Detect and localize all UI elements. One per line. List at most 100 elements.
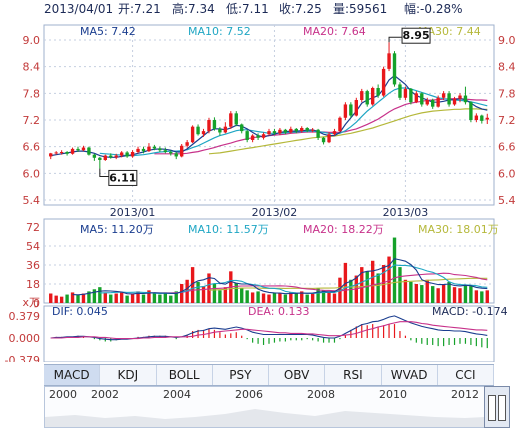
candle (147, 143, 151, 152)
candle (360, 88, 364, 103)
volume-ma20-line (154, 272, 488, 294)
low-marker-box (108, 169, 138, 186)
candle (376, 84, 380, 98)
low-marker-label: 6.11 (109, 171, 136, 184)
candle (223, 122, 228, 134)
macd-y-tick: 0.379 (9, 310, 41, 323)
range-grip-right[interactable] (498, 395, 506, 421)
candle (212, 117, 217, 131)
candle (179, 144, 184, 158)
price-y-tick-left: 8.4 (23, 61, 41, 74)
price-y-tick-right: 9.0 (498, 34, 516, 47)
macd-y-tick: 0.000 (9, 332, 41, 345)
candle (332, 128, 337, 136)
volume-bar (387, 256, 391, 303)
volume-ma5-line (72, 258, 488, 296)
volume-bar (261, 293, 266, 303)
candle (49, 152, 53, 160)
volume-bar (163, 292, 168, 303)
volume-bar (452, 287, 457, 303)
volume-bar (240, 288, 244, 303)
candle (141, 146, 146, 154)
tab-macd[interactable]: MACD (44, 365, 101, 385)
candle (59, 150, 64, 155)
timeline-year-2008: 2008 (307, 388, 335, 401)
indicator-tabs: MACD KDJ BOLL PSY OBV RSI WVAD CCI (44, 364, 494, 386)
candle (447, 91, 451, 107)
volume-bar (256, 291, 260, 303)
volume-bar (190, 267, 195, 303)
candle (392, 51, 397, 87)
candle (250, 134, 255, 143)
volume-bar (152, 293, 157, 303)
volume-bar (305, 294, 309, 303)
high-marker-box (401, 27, 431, 44)
chart-canvas: 2013/04/01 开:7.21 高:7.34 低:7.11 收:7.25 量… (5, 1, 516, 367)
candle (463, 86, 468, 105)
volume-bar (234, 282, 238, 303)
header-change: 幅:-0.28% (404, 1, 463, 16)
tab-wvad[interactable]: WVAD (382, 365, 438, 385)
timeline-range-handle[interactable] (484, 386, 510, 428)
volume-bar (103, 292, 107, 303)
tab-cci[interactable]: CCI (438, 365, 494, 385)
candle (420, 92, 424, 107)
candle (256, 133, 260, 140)
price-y-tick-left: 6.6 (23, 141, 41, 154)
volume-bar (201, 286, 206, 303)
history-timeline[interactable]: 2000 2002 2004 2006 2008 2010 2012 (44, 386, 486, 428)
price-y-tick-left: 7.8 (23, 87, 41, 100)
tab-boll[interactable]: BOLL (157, 365, 213, 385)
candle (240, 123, 244, 134)
volume-bar (485, 290, 489, 303)
tab-rsi[interactable]: RSI (325, 365, 382, 385)
tab-kdj[interactable]: KDJ (100, 365, 157, 385)
price-ma30-line (208, 108, 488, 155)
candle (261, 132, 266, 140)
price-ma-legend: MA5: 7.42 MA10: 7.52 MA20: 7.64 MA30: 7.… (80, 25, 481, 38)
volume-bar (207, 273, 211, 303)
candle (289, 126, 293, 134)
timeline-year-2006: 2006 (235, 388, 263, 401)
candle (305, 127, 309, 133)
price-ma10-label: MA10: 7.52 (188, 25, 251, 38)
candle (92, 153, 97, 161)
volume-bar (272, 292, 277, 303)
candle (158, 146, 162, 152)
candle (300, 126, 304, 133)
candle (409, 88, 413, 105)
candle (114, 153, 118, 160)
candle (327, 132, 331, 144)
volume-bar (54, 295, 58, 303)
candle (381, 66, 386, 97)
price-y-tick-left: 5.4 (23, 194, 41, 207)
price-y-tick-right: 7.2 (498, 114, 516, 127)
macd-dea-line (50, 321, 488, 340)
volume-y-tick: x万 (22, 296, 40, 309)
vol-ma30-label: MA30: 18.01万 (418, 223, 499, 236)
candle (54, 151, 58, 155)
candle (278, 128, 282, 136)
header-close: 收:7.25 (279, 2, 322, 16)
volume-bar (321, 290, 326, 303)
range-grip-left[interactable] (488, 395, 496, 421)
low-marker-leader (99, 168, 110, 177)
tab-psy[interactable]: PSY (213, 365, 269, 385)
candle (414, 91, 419, 104)
price-ma5-label: MA5: 7.42 (80, 25, 136, 38)
volume-y-tick: 54 (26, 240, 40, 253)
volume-bar (87, 291, 91, 303)
price-y-tick-right: 6.6 (498, 141, 516, 154)
candle (218, 127, 222, 136)
candle (474, 113, 479, 123)
volume-bar (109, 294, 113, 303)
candle (452, 96, 457, 106)
price-y-tick-right: 6.0 (498, 167, 516, 180)
volume-y-tick: 72 (26, 221, 40, 234)
candle (480, 114, 484, 124)
volume-y-tick: 36 (26, 259, 40, 272)
volume-bar (76, 294, 80, 303)
volume-y-tick: 0 (33, 297, 40, 310)
tab-obv[interactable]: OBV (269, 365, 326, 385)
volume-bar (398, 267, 402, 303)
